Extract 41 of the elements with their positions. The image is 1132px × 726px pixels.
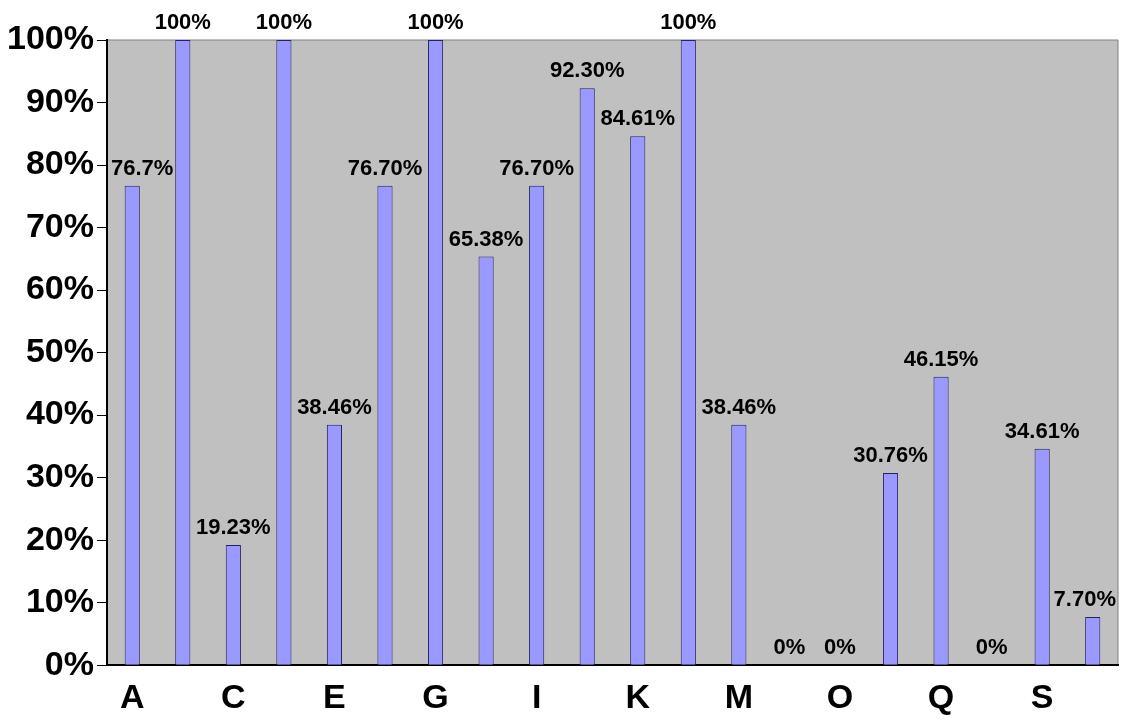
y-tick-label: 10%: [25, 581, 94, 620]
data-label: 34.61%: [1004, 417, 1080, 443]
data-label: 100%: [407, 9, 464, 35]
x-tick-label: I: [531, 676, 542, 715]
data-label: 38.46%: [701, 393, 777, 419]
y-tick-label: 0%: [44, 643, 94, 682]
data-label: 30.76%: [853, 441, 928, 467]
data-label: 0%: [773, 634, 806, 660]
y-tick-label: 70%: [25, 205, 94, 244]
data-label: 76.70%: [499, 154, 574, 180]
x-tick-label: G: [422, 676, 449, 715]
x-tick-label: Q: [927, 676, 955, 715]
y-tick-label: 100%: [6, 18, 94, 57]
x-tick-label: O: [826, 676, 854, 715]
data-label: 76.7%: [110, 154, 174, 180]
y-tick-label: 60%: [25, 268, 94, 307]
data-label: 19.23%: [196, 514, 271, 540]
data-label: 7.70%: [1053, 586, 1117, 612]
data-label: 65.38%: [448, 225, 524, 251]
data-label: 92.30%: [549, 57, 625, 83]
x-tick-label: E: [323, 676, 346, 715]
y-tick-label: 20%: [25, 518, 94, 557]
data-label: 84.61%: [600, 105, 676, 131]
x-tick-label: K: [625, 676, 651, 715]
x-tick-label: S: [1030, 676, 1054, 715]
data-label: 100%: [154, 9, 211, 35]
y-tick-label: 80%: [25, 143, 94, 182]
y-tick-label: 30%: [25, 456, 94, 495]
data-label: 0%: [975, 634, 1008, 660]
x-tick-label: M: [724, 676, 754, 715]
data-label: 100%: [660, 9, 717, 35]
data-label: 76.70%: [347, 154, 423, 180]
data-label: 38.46%: [297, 393, 372, 419]
x-tick-label: C: [221, 676, 246, 715]
x-tick-label: A: [119, 676, 145, 715]
y-tick-label: 40%: [25, 393, 94, 432]
y-tick-label: 90%: [25, 80, 94, 119]
data-label: 46.15%: [903, 345, 979, 371]
data-label: 0%: [824, 634, 856, 660]
y-tick-label: 50%: [25, 330, 94, 369]
data-label: 100%: [255, 9, 313, 35]
